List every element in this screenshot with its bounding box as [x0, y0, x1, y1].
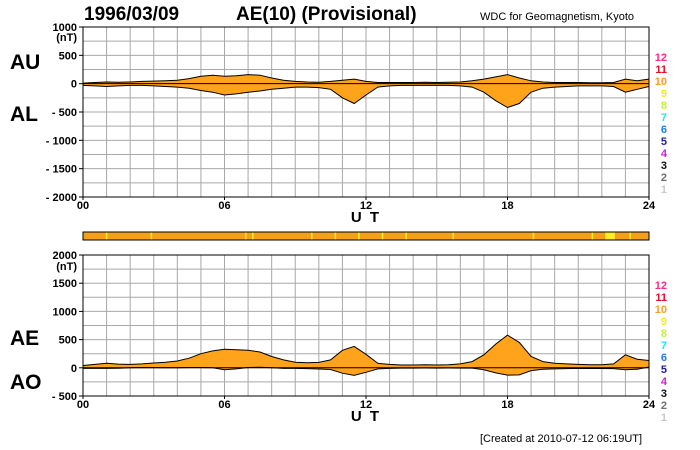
- y-tick-label: 500: [59, 50, 77, 62]
- y-tick-label: 0: [71, 363, 77, 375]
- x-tick-label: 00: [77, 399, 89, 411]
- y-tick-label: - 1500: [46, 164, 77, 176]
- station-count-label-6: 6: [661, 124, 667, 136]
- x-tick-label: 18: [501, 399, 513, 411]
- station-count-label-9: 9: [661, 88, 667, 100]
- x-tick-label: 06: [218, 200, 230, 212]
- y-tick-label: 0: [71, 79, 77, 91]
- station-count-label-11: 11: [655, 292, 667, 304]
- y-tick-label: 2000: [53, 250, 77, 262]
- x-axis-label: U T: [351, 408, 381, 425]
- y-tick-label: 500: [59, 335, 77, 347]
- series-line-ae: [82, 334, 650, 366]
- station-count-label-4: 4: [661, 148, 668, 160]
- station-count-label-3: 3: [661, 160, 667, 172]
- station-count-label-9: 9: [661, 316, 667, 328]
- x-tick-label: 12: [360, 399, 372, 411]
- y-tick-label: - 2000: [46, 192, 77, 204]
- series-line-au: [82, 74, 650, 84]
- station-count-label-7: 7: [661, 340, 667, 352]
- station-count-label-10: 10: [655, 76, 667, 88]
- al-label: AL: [10, 103, 38, 126]
- station-count-label-6: 6: [661, 352, 667, 364]
- x-tick-label: 12: [360, 200, 372, 212]
- series-line-al: [82, 84, 650, 109]
- station-count-label-11: 11: [655, 64, 667, 76]
- ae-label: AE: [10, 327, 40, 350]
- y-tick-label: - 500: [52, 107, 77, 119]
- station-count-bar: [82, 231, 650, 241]
- station-count-label-10: 10: [655, 304, 667, 316]
- station-count-label-7: 7: [661, 112, 667, 124]
- station-bar-segment: [614, 232, 649, 240]
- y-tick-label: 1000: [53, 22, 77, 34]
- created-timestamp: [Created at 2010-07-12 06:19UT]: [480, 433, 643, 445]
- station-count-label-1: 1: [661, 412, 667, 424]
- y-tick-label: 1000: [53, 306, 77, 318]
- unit-label: (nT): [56, 32, 77, 44]
- station-bar-segment: [605, 232, 615, 240]
- x-tick-label: 24: [643, 399, 656, 411]
- panel-au-al: [79, 26, 650, 200]
- station-count-label-12: 12: [655, 52, 667, 64]
- y-tick-label: - 500: [52, 391, 77, 403]
- series-fill-area: [83, 335, 649, 376]
- station-count-label-5: 5: [661, 136, 667, 148]
- organization-label: WDC for Geomagnetism, Kyoto: [480, 11, 635, 23]
- station-bar-segment: [83, 232, 606, 240]
- unit-label: (nT): [56, 261, 77, 273]
- chart-title: AE(10) (Provisional): [236, 4, 417, 25]
- station-count-label-2: 2: [661, 172, 667, 184]
- x-tick-label: 24: [643, 200, 656, 212]
- station-count-label-12: 12: [655, 280, 667, 292]
- station-bar-frame: [82, 231, 650, 241]
- x-tick-label: 00: [77, 200, 89, 212]
- station-count-label-1: 1: [661, 184, 667, 196]
- au-label: AU: [10, 51, 41, 74]
- date-label: 1996/03/09: [84, 4, 180, 25]
- station-count-label-4: 4: [661, 376, 668, 388]
- station-count-label-2: 2: [661, 400, 667, 412]
- station-count-label-3: 3: [661, 388, 667, 400]
- station-count-label-8: 8: [661, 100, 667, 112]
- panel-ae-ao: [79, 254, 650, 399]
- ao-label: AO: [10, 371, 42, 394]
- station-count-label-8: 8: [661, 328, 667, 340]
- y-tick-label: 1500: [53, 278, 77, 290]
- x-axis-label: U T: [351, 209, 381, 226]
- y-tick-label: - 1000: [46, 135, 77, 147]
- series-fill-area: [83, 74, 649, 108]
- x-tick-label: 06: [218, 399, 230, 411]
- station-count-label-5: 5: [661, 364, 667, 376]
- x-tick-label: 18: [501, 200, 513, 212]
